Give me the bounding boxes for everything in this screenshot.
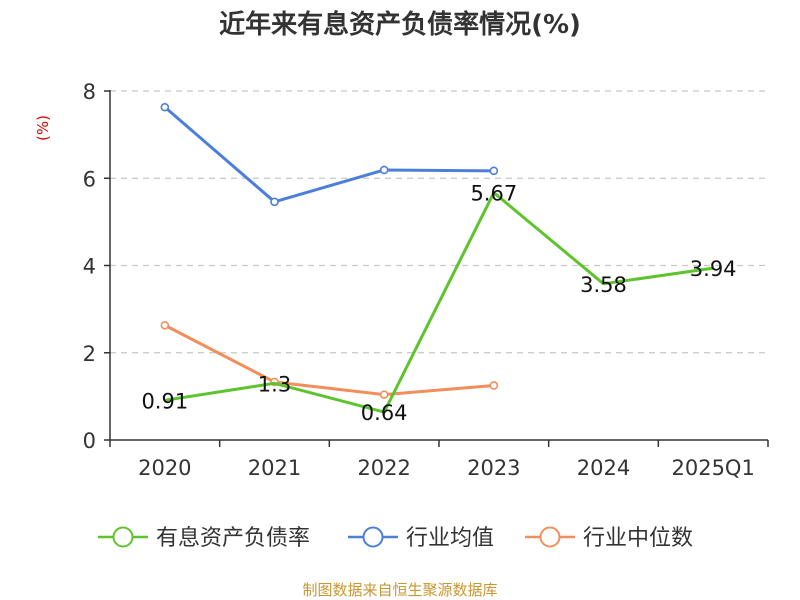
series-lines — [160, 102, 714, 414]
data-label: 3.94 — [690, 257, 737, 281]
x-tick-label: 2022 — [357, 456, 410, 480]
y-tick-label: 4 — [83, 255, 96, 279]
data-point — [160, 102, 170, 112]
legend-marker — [112, 526, 134, 548]
series-line — [163, 106, 494, 204]
x-tick-label: 2025Q1 — [671, 456, 754, 480]
legend-item[interactable]: 行业中位数 — [525, 526, 693, 551]
series-line — [164, 323, 494, 397]
data-point — [270, 197, 279, 207]
data-label: 3.58 — [580, 273, 627, 297]
data-label: 1.3 — [258, 372, 291, 396]
data-label: 0.91 — [141, 389, 188, 413]
x-tick-label: 2020 — [138, 456, 191, 480]
y-axis-label: (%) — [34, 115, 52, 141]
x-tick-label: 2021 — [248, 456, 301, 480]
data-labels: 0.91 1.3 0.64 5.67 3.58 3.94 — [141, 182, 736, 425]
legend-item[interactable]: 行业均值 — [348, 526, 494, 551]
legend-marker — [539, 526, 561, 548]
data-point — [489, 381, 499, 390]
legend-label: 有息资产负债率 — [156, 526, 310, 551]
data-source-note: 制图数据来自恒生聚源数据库 — [302, 581, 498, 599]
legend-label: 行业均值 — [406, 526, 494, 551]
y-tick-label: 2 — [83, 342, 96, 366]
data-label: 5.67 — [470, 182, 517, 206]
legend-item[interactable]: 有息资产负债率 — [98, 526, 310, 551]
x-tick-label: 2024 — [577, 456, 630, 480]
legend-marker — [362, 526, 384, 548]
grid-lines — [110, 90, 768, 354]
y-tick-label: 6 — [83, 167, 96, 191]
legend[interactable]: 有息资产负债率 行业均值 行业中位数 — [98, 526, 693, 551]
data-point — [379, 390, 389, 399]
legend-label: 行业中位数 — [583, 526, 693, 551]
data-point — [160, 320, 170, 330]
x-tick-label: 2023 — [467, 456, 520, 480]
data-label: 0.64 — [361, 401, 408, 425]
axes: 0 2 4 6 8 2020 2021 2022 2023 2024 2025Q1 — [83, 80, 769, 480]
data-point — [489, 166, 499, 176]
chart-title: 近年来有息资产负债率情况(%) — [219, 10, 581, 40]
y-tick-label: 8 — [83, 80, 96, 104]
y-tick-label: 0 — [83, 429, 96, 453]
series-line — [164, 191, 714, 414]
data-point — [379, 165, 389, 175]
